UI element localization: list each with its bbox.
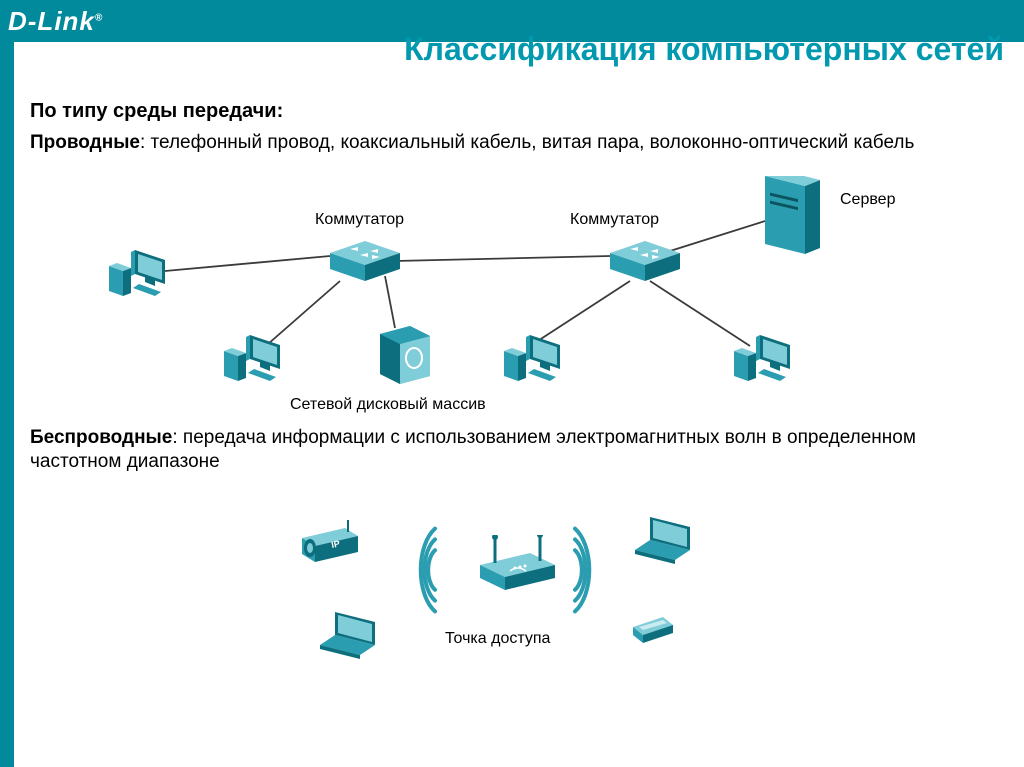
- wired-diagram: Коммутатор Коммутатор Сервер Сетевой диск…: [30, 156, 1000, 426]
- ap-label: Точка доступа: [445, 630, 550, 648]
- page-title: Классификация компьютерных сетей: [304, 32, 1004, 67]
- wireless-diagram: Точка доступа IP: [30, 480, 1000, 670]
- switch-icon: [610, 241, 680, 283]
- access-point-icon: [460, 535, 560, 595]
- switch-label: Коммутатор: [570, 211, 659, 229]
- wired-paragraph: Проводные: телефонный провод, коаксиальн…: [30, 131, 1000, 156]
- phone-icon: [625, 615, 677, 647]
- wireless-paragraph: Беспроводные: передача информации с испо…: [30, 426, 1000, 475]
- content-area: По типу среды передачи: Проводные: телеф…: [30, 100, 1000, 670]
- section-heading: По типу среды передачи:: [30, 100, 1000, 123]
- laptop-icon: [320, 610, 378, 662]
- wired-text: : телефонный провод, коаксиальный кабель…: [140, 132, 914, 153]
- nas-label: Сетевой дисковый массив: [290, 396, 486, 414]
- laptop-icon: [635, 515, 693, 567]
- sidebar-strip: [0, 42, 14, 767]
- server-label: Сервер: [840, 191, 895, 209]
- pc-icon: [220, 331, 282, 385]
- switch-icon: [330, 241, 400, 283]
- pc-icon: [500, 331, 562, 385]
- camera-icon: IP: [290, 520, 362, 568]
- pc-icon: [105, 246, 167, 300]
- pc-icon: [730, 331, 792, 385]
- wired-label: Проводные: [30, 132, 140, 153]
- wireless-label: Беспроводные: [30, 427, 172, 448]
- server-icon: [750, 176, 825, 261]
- nas-icon: [370, 326, 435, 388]
- switch-label: Коммутатор: [315, 211, 404, 229]
- brand-logo: D-Link®: [8, 6, 103, 37]
